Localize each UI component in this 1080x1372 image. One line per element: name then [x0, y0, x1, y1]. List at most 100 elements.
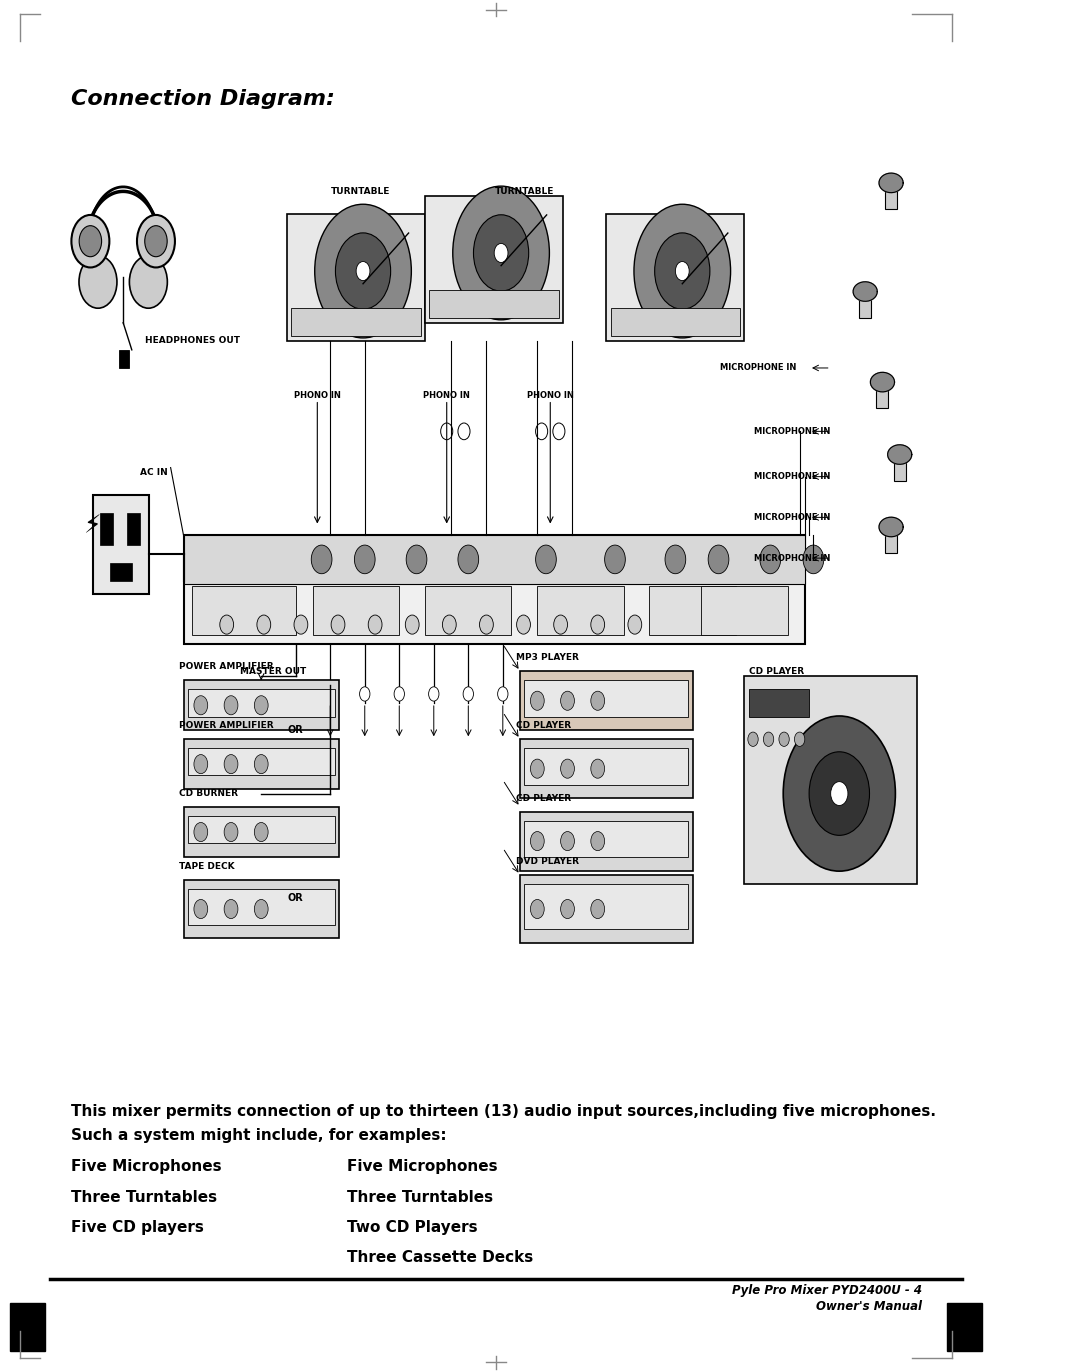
Text: Five CD players: Five CD players — [71, 1220, 204, 1235]
Circle shape — [368, 615, 382, 634]
Text: AC IN: AC IN — [140, 468, 168, 476]
Bar — [184, 681, 339, 730]
Circle shape — [254, 822, 268, 841]
Circle shape — [516, 615, 530, 634]
Text: Three Turntables: Three Turntables — [71, 1190, 217, 1205]
Text: POWER AMPLIFIER: POWER AMPLIFIER — [179, 722, 274, 730]
Circle shape — [356, 262, 370, 281]
Circle shape — [498, 687, 508, 701]
Text: TAPE DECK: TAPE DECK — [179, 862, 234, 870]
Circle shape — [254, 755, 268, 774]
Text: Such a system might include, for examples:: Such a system might include, for example… — [71, 1128, 447, 1143]
Circle shape — [332, 615, 345, 634]
Circle shape — [220, 615, 233, 634]
Polygon shape — [888, 445, 912, 464]
Circle shape — [443, 615, 456, 634]
Text: MP3 PLAYER: MP3 PLAYER — [516, 653, 579, 663]
Circle shape — [561, 691, 575, 711]
Bar — [10, 1303, 44, 1351]
Circle shape — [463, 687, 473, 701]
Polygon shape — [853, 281, 877, 302]
Bar — [744, 676, 917, 884]
Bar — [426, 196, 563, 322]
Circle shape — [554, 615, 567, 634]
Bar — [893, 461, 906, 480]
Bar — [93, 495, 149, 594]
Bar — [188, 816, 335, 844]
Circle shape — [561, 831, 575, 851]
Bar — [885, 534, 897, 553]
Circle shape — [480, 615, 494, 634]
Text: MICROPHONE IN: MICROPHONE IN — [754, 427, 831, 436]
Bar — [127, 513, 140, 545]
Text: Five Microphones: Five Microphones — [347, 1159, 498, 1174]
Polygon shape — [879, 173, 903, 192]
Circle shape — [553, 423, 565, 439]
Circle shape — [429, 687, 438, 701]
Circle shape — [137, 215, 175, 268]
Text: MICROPHONE IN: MICROPHONE IN — [754, 513, 831, 521]
Circle shape — [665, 545, 686, 573]
Circle shape — [634, 204, 730, 338]
Circle shape — [536, 423, 548, 439]
Polygon shape — [879, 517, 903, 536]
Text: Five Microphones: Five Microphones — [71, 1159, 222, 1174]
Text: PHONO IN: PHONO IN — [423, 391, 470, 399]
Text: MICROPHONE IN: MICROPHONE IN — [754, 554, 831, 563]
Circle shape — [591, 900, 605, 919]
Text: OR: OR — [288, 726, 303, 735]
Text: MASTER OUT: MASTER OUT — [240, 667, 306, 676]
Text: PHONO IN: PHONO IN — [527, 391, 573, 399]
Circle shape — [194, 696, 207, 715]
Text: POWER AMPLIFIER: POWER AMPLIFIER — [179, 663, 274, 671]
Circle shape — [294, 615, 308, 634]
Bar — [287, 214, 426, 340]
Bar — [610, 309, 740, 336]
Circle shape — [654, 233, 710, 309]
Text: Owner's Manual: Owner's Manual — [816, 1301, 922, 1313]
Circle shape — [809, 752, 869, 836]
Circle shape — [675, 262, 689, 281]
Text: CD PLAYER: CD PLAYER — [516, 793, 571, 803]
Circle shape — [130, 255, 167, 309]
Circle shape — [591, 831, 605, 851]
Bar — [876, 388, 889, 409]
Bar — [188, 889, 335, 925]
Bar — [606, 214, 744, 340]
Bar — [521, 740, 692, 799]
Circle shape — [254, 900, 268, 919]
Circle shape — [458, 423, 470, 439]
Circle shape — [406, 545, 427, 573]
Bar — [110, 563, 132, 580]
Circle shape — [79, 255, 117, 309]
Circle shape — [779, 733, 789, 746]
Text: CD PLAYER: CD PLAYER — [748, 667, 804, 676]
Circle shape — [354, 545, 375, 573]
Bar — [184, 879, 339, 938]
Circle shape — [708, 545, 729, 573]
Circle shape — [71, 215, 109, 268]
Circle shape — [530, 831, 544, 851]
Bar — [184, 807, 339, 858]
Bar — [701, 586, 787, 635]
Bar — [521, 875, 692, 943]
Bar — [649, 586, 735, 635]
Circle shape — [225, 900, 238, 919]
Circle shape — [747, 733, 758, 746]
Circle shape — [831, 782, 848, 805]
Text: Three Cassette Decks: Three Cassette Decks — [347, 1250, 534, 1265]
Bar — [292, 309, 421, 336]
Bar — [947, 1303, 982, 1351]
Bar — [885, 189, 897, 209]
Circle shape — [591, 759, 605, 778]
Text: MICROPHONE IN: MICROPHONE IN — [719, 364, 796, 372]
Bar — [426, 586, 512, 635]
Text: OR: OR — [288, 893, 303, 903]
Circle shape — [591, 615, 605, 634]
Bar — [525, 820, 688, 858]
Circle shape — [257, 615, 271, 634]
Bar — [184, 535, 805, 645]
Circle shape — [795, 733, 805, 746]
Text: HEADPHONES OUT: HEADPHONES OUT — [145, 336, 240, 346]
Bar — [860, 298, 872, 318]
